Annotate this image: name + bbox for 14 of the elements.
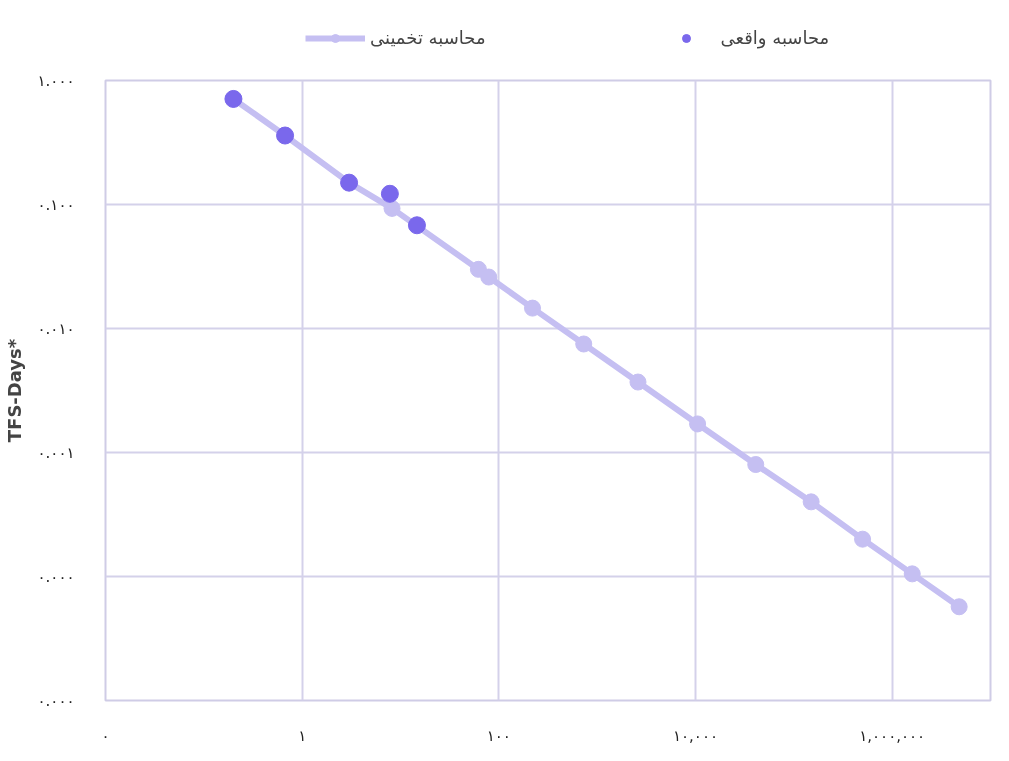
y-tick-label: ۱.۰۰۰ bbox=[37, 71, 75, 90]
y-tick-label: ۰.۰۰۱ bbox=[37, 443, 75, 462]
x-tick-label: ۱,۰۰۰,۰۰۰ bbox=[859, 726, 926, 745]
y-tick-label: ۰.۰۰۰ bbox=[37, 691, 75, 710]
y-axis-title: TFS-Days* bbox=[3, 338, 25, 443]
legend-label: محاسبه واقعی bbox=[720, 27, 830, 48]
legend-label: محاسبه تخمینی bbox=[370, 27, 486, 48]
y-tick-label: ۰.۰۰۰ bbox=[37, 567, 75, 586]
x-tick-label: ۰ bbox=[101, 726, 110, 745]
y-tick-label: ۰.۱۰۰ bbox=[37, 195, 75, 214]
y-tick-label: ۰.۰۱۰ bbox=[37, 319, 75, 338]
x-tick-label: ۱۰۰ bbox=[486, 726, 511, 745]
x-tick-label: ۱ bbox=[298, 726, 307, 745]
x-tick-label: ۱۰,۰۰۰ bbox=[672, 726, 719, 745]
